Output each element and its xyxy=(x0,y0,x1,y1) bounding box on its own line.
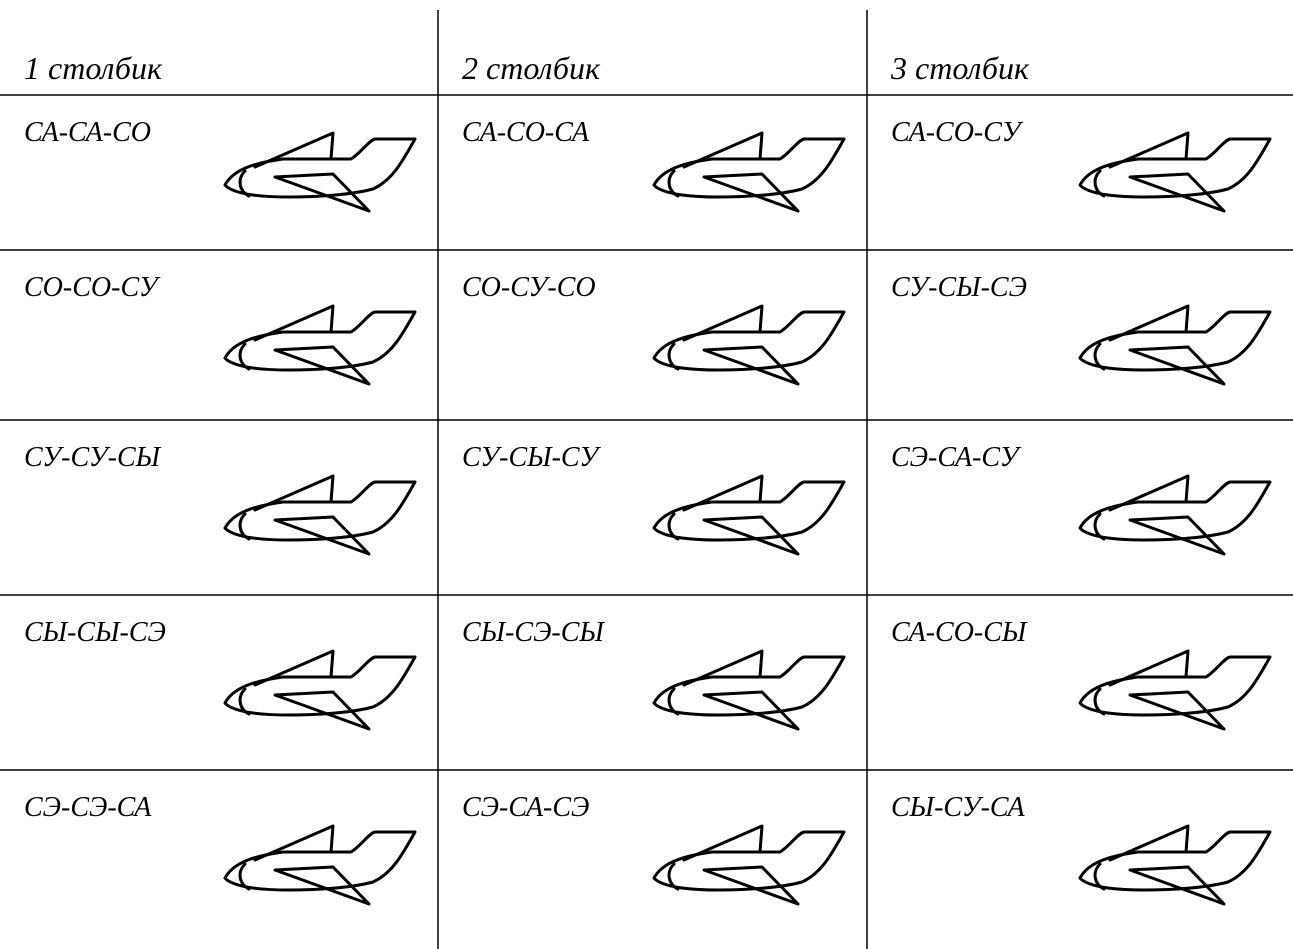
syllable-cell: СУ-СЫ-СУ xyxy=(462,442,599,473)
plane-drawing xyxy=(1080,133,1270,211)
plane-drawing xyxy=(225,651,415,729)
column-header: 1 столбик xyxy=(24,50,162,86)
syllable-cell: СА-СО-СЫ xyxy=(891,617,1027,648)
syllable-cell: СЫ-СЫ-СЭ xyxy=(24,617,166,648)
syllable-cell: СО-СУ-СО xyxy=(462,272,596,303)
syllable-cell: СЫ-СУ-СА xyxy=(891,792,1025,823)
syllable-cell: СУ-СУ-СЫ xyxy=(24,442,161,473)
syllable-cell: СЭ-СА-СУ xyxy=(891,442,1019,473)
plane-drawing xyxy=(225,476,415,554)
plane-drawing xyxy=(225,826,415,904)
plane-drawing xyxy=(654,133,844,211)
syllable-cell: СА-СА-СО xyxy=(24,117,151,148)
syllable-cell: СЫ-СЭ-СЫ xyxy=(462,617,604,648)
syllable-cell: СО-СО-СУ xyxy=(24,272,158,303)
column-header: 2 столбик xyxy=(462,50,600,86)
plane-drawing xyxy=(225,133,415,211)
syllable-cell: СА-СО-СУ xyxy=(891,117,1021,148)
plane-drawing xyxy=(1080,306,1270,384)
syllable-cell: СУ-СЫ-СЭ xyxy=(891,272,1027,303)
syllable-cell: СЭ-СА-СЭ xyxy=(462,792,590,823)
syllable-cell: СЭ-СЭ-СА xyxy=(24,792,152,823)
plane-drawing xyxy=(1080,476,1270,554)
plane-drawing xyxy=(654,651,844,729)
plane-drawing xyxy=(654,826,844,904)
column-header: 3 столбик xyxy=(891,50,1029,86)
plane-drawing xyxy=(654,306,844,384)
plane-drawing xyxy=(654,476,844,554)
syllable-cell: СА-СО-СА xyxy=(462,117,589,148)
plane-drawing xyxy=(1080,651,1270,729)
plane-drawing xyxy=(1080,826,1270,904)
plane-drawing xyxy=(225,306,415,384)
